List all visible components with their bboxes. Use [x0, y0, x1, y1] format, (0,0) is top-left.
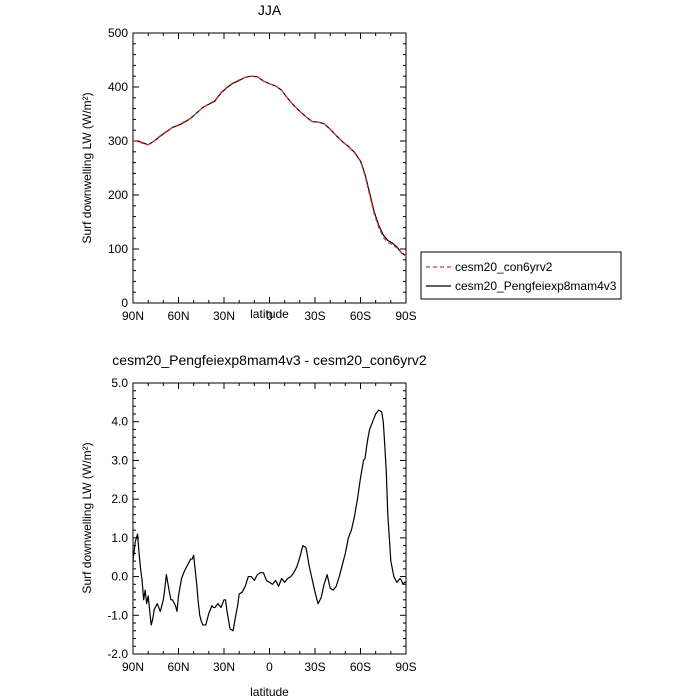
top-x-tick-label: 60N: [167, 309, 189, 323]
bottom-series-line-difference: [132, 409, 406, 632]
top-y-tick-label: 500: [108, 26, 128, 40]
top-x-tick-label: 30N: [213, 309, 235, 323]
bottom-y-tick-label: 0.0: [111, 570, 128, 584]
bottom-tick-marks: [132, 382, 407, 655]
top-x-axis-label: latitude: [250, 307, 289, 321]
legend: cesm20_con6yrv2 cesm20_Pengfeiexp8mam4v3: [420, 251, 622, 300]
top-series-lines: [133, 75, 407, 257]
legend-box: [420, 251, 622, 300]
top-tick-labels: 90N 60N 30N 0 30S 60S 90S 0 100 200 300 400 500: [108, 26, 417, 323]
bottom-y-tick-label: 4.0: [111, 415, 128, 429]
top-y-tick-label: 100: [108, 242, 128, 256]
top-x-tick-label: 90N: [122, 309, 144, 323]
bottom-x-tick-label: 60N: [167, 660, 189, 674]
top-x-tick-label: 0: [266, 309, 273, 323]
bottom-x-tick-label: 90N: [122, 660, 144, 674]
bottom-series-lines: [132, 409, 406, 632]
top-y-tick-label: 400: [108, 80, 128, 94]
bottom-chart-title: cesm20_Pengfeiexp8mam4v3 - cesm20_con6yr…: [112, 352, 427, 368]
top-y-tick-label: 200: [108, 188, 128, 202]
bottom-y-axis-label: Surf downwelling LW (W/m²): [80, 442, 94, 593]
top-x-tick-label: 30S: [304, 309, 325, 323]
legend-label-con6yrv2: cesm20_con6yrv2: [455, 260, 553, 274]
top-series-line-cesm20-con6yrv2: [133, 75, 407, 257]
bottom-y-tick-label: 5.0: [111, 376, 128, 390]
top-chart-title: JJA: [258, 2, 282, 18]
top-y-tick-label: 300: [108, 134, 128, 148]
top-panel: JJA 90N 60N 30N 0 30S 60S 90S0100200300400500 …: [80, 2, 622, 323]
bottom-panel: cesm20_Pengfeiexp8mam4v3 - cesm20_con6yr…: [80, 352, 427, 699]
bottom-tick-labels: 90N 60N 30N 0 30S 60S 90S -2.0 -1.0 0.0 1.0 2.0 3.0 4…: [107, 376, 416, 674]
bottom-x-tick-label: 60S: [350, 660, 371, 674]
bottom-x-tick-label: 30S: [304, 660, 325, 674]
bottom-y-tick-label: 1.0: [111, 531, 128, 545]
top-y-axis-label: Surf downwelling LW (W/m²): [80, 92, 94, 243]
bottom-x-tick-label: 0: [266, 660, 273, 674]
bottom-x-axis-label: latitude: [250, 685, 289, 699]
bottom-y-tick-label: -1.0: [107, 608, 128, 622]
legend-label-pengfeiexp8mam4v3: cesm20_Pengfeiexp8mam4v3: [455, 279, 617, 293]
top-tick-marks: [132, 32, 407, 304]
top-plot-frame: [132, 32, 407, 304]
top-y-tick-label: 0: [121, 296, 128, 310]
bottom-y-tick-label: -2.0: [107, 647, 128, 661]
top-x-tick-label: 90S: [395, 309, 416, 323]
bottom-x-tick-label: 90S: [395, 660, 416, 674]
bottom-y-tick-label: 3.0: [111, 453, 128, 467]
bottom-plot-frame: [132, 382, 407, 655]
bottom-x-tick-label: 30N: [213, 660, 235, 674]
top-x-tick-label: 60S: [350, 309, 371, 323]
top-series-line-cesm20-pengfeiexp8mam4v3: [133, 75, 407, 257]
bottom-y-tick-label: 2.0: [111, 492, 128, 506]
